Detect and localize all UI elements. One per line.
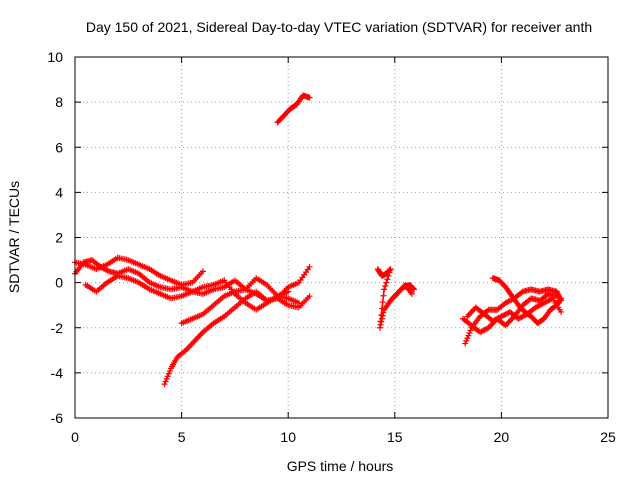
data-point-marker — [166, 367, 173, 374]
data-point-marker — [558, 308, 565, 315]
data-point-marker — [306, 293, 313, 300]
data-point-marker — [467, 327, 474, 334]
data-point-marker — [380, 309, 387, 316]
x-axis-label: GPS time / hours — [287, 458, 394, 474]
data-point-marker — [285, 288, 292, 295]
data-point-marker — [161, 381, 168, 388]
series-arc-7 — [374, 266, 417, 331]
series-arc-5 — [178, 275, 292, 327]
data-point-marker — [377, 321, 384, 328]
data-point-marker — [378, 318, 385, 325]
y-tick-label: 4 — [55, 184, 63, 200]
y-tick-label: -6 — [51, 410, 64, 426]
x-tick-label: 20 — [494, 429, 510, 445]
y-tick-label: 6 — [55, 139, 63, 155]
y-tick-label: -4 — [51, 365, 64, 381]
y-axis-label: SDTVAR / TECUs — [6, 181, 22, 293]
y-tick-label: 8 — [55, 94, 63, 110]
data-point-marker — [384, 276, 391, 283]
data-point-marker — [408, 290, 415, 297]
series-layer — [72, 92, 565, 388]
data-point-marker — [465, 332, 472, 339]
series-arc-3 — [82, 272, 302, 313]
data-point-marker — [295, 299, 302, 306]
chart-title: Day 150 of 2021, Sidereal Day-to-day VTE… — [86, 19, 592, 35]
data-point-marker — [379, 315, 386, 322]
data-point-marker — [380, 292, 387, 299]
axis-layer: 0 5 10 15 20 25 -6 -4 -2 0 2 4 6 8 10 — [47, 49, 616, 445]
data-point-marker — [553, 293, 560, 300]
data-point-marker — [163, 375, 170, 382]
data-point-marker — [382, 283, 389, 290]
data-point-marker — [462, 340, 469, 347]
series-arc-8 — [389, 281, 415, 302]
y-tick-label: 0 — [55, 275, 63, 291]
data-point-marker — [557, 296, 564, 303]
data-point-marker — [199, 268, 206, 275]
data-point-marker — [463, 337, 470, 344]
x-tick-label: 25 — [600, 429, 616, 445]
data-point-marker — [386, 269, 393, 276]
x-tick-label: 0 — [71, 429, 79, 445]
data-point-marker — [387, 266, 394, 273]
data-point-marker — [306, 94, 313, 101]
y-tick-label: 10 — [47, 49, 63, 65]
x-tick-label: 10 — [280, 429, 296, 445]
data-point-marker — [306, 263, 313, 270]
series-arc-11 — [489, 275, 565, 327]
grid-layer — [75, 57, 608, 418]
data-point-marker — [558, 295, 565, 302]
data-point-marker — [162, 378, 169, 385]
data-point-marker — [466, 330, 473, 337]
series-arc-6 — [274, 92, 313, 126]
x-tick-label: 15 — [387, 429, 403, 445]
data-point-marker — [385, 272, 392, 279]
data-point-marker — [379, 299, 386, 306]
data-point-marker — [381, 286, 388, 293]
data-point-marker — [376, 324, 383, 331]
data-point-marker — [164, 373, 171, 380]
y-tick-label: 2 — [55, 230, 63, 246]
x-tick-label: 5 — [178, 429, 186, 445]
data-point-marker — [410, 286, 417, 293]
data-point-marker — [383, 279, 390, 286]
data-point-marker — [165, 370, 172, 377]
series-arc-12 — [460, 290, 560, 336]
plot-frame — [74, 56, 609, 419]
data-point-marker — [464, 335, 471, 342]
data-point-marker — [379, 312, 386, 319]
data-point-marker — [410, 285, 417, 292]
y-tick-label: -2 — [51, 320, 64, 336]
